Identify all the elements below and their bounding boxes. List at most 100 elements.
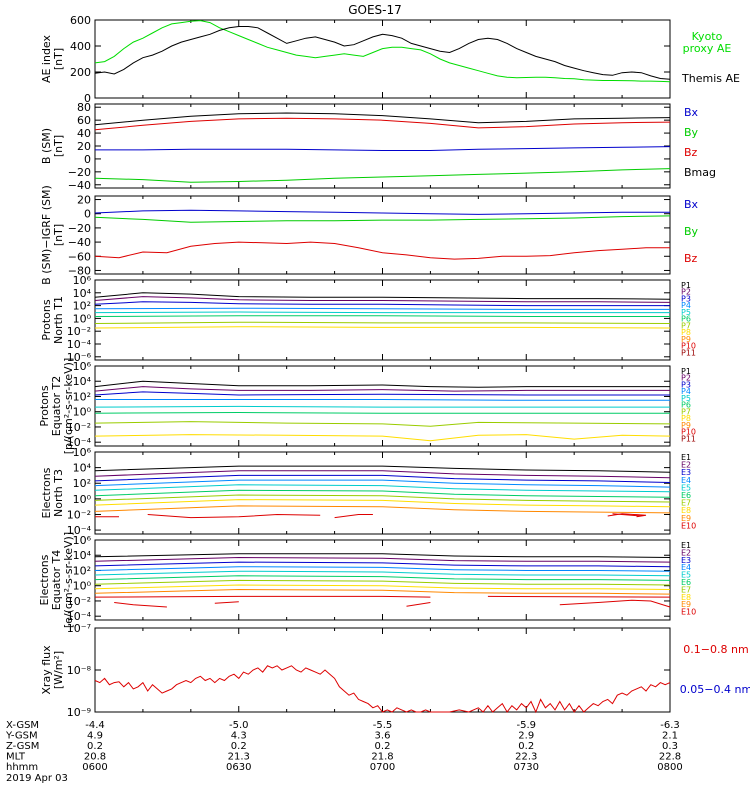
y-axis-label: Electrons <box>40 467 53 518</box>
y-tick-label: 600 <box>70 14 91 27</box>
series-e5 <box>94 484 671 493</box>
series-e10 <box>147 513 321 519</box>
legend-entry: P6 <box>681 315 691 324</box>
legend-entry: E6 <box>681 578 691 587</box>
legend-entry: P11 <box>681 434 696 443</box>
legend-entry: Themis AE <box>681 72 740 85</box>
legend-entry: P3 <box>681 294 691 303</box>
y-axis-label: Electrons <box>38 554 51 605</box>
y-tick-label: 10⁶ <box>73 446 92 459</box>
legend-entry: Bx <box>684 198 699 211</box>
orbit-value: 0730 <box>514 762 539 773</box>
y-tick-label: 40 <box>77 127 91 140</box>
legend-entry: Bmag <box>684 166 716 179</box>
orbit-table: X-GSM -4.4 -5.0 -5.5 -5.9 -6.3 Y-GSM 4.9 4.3 3.6 2… <box>5 720 683 784</box>
series-p7 <box>94 421 671 427</box>
y-tick-label: −20 <box>68 166 91 179</box>
series-p5 <box>94 405 670 408</box>
panel-frame <box>94 365 671 447</box>
y-tick-label: 10⁻² <box>67 325 91 338</box>
legend-entry: E4 <box>681 563 691 572</box>
legend-entry: P2 <box>681 374 691 383</box>
series-p1 <box>94 380 670 388</box>
legend-entry: P5 <box>681 308 691 317</box>
legend-entry: E7 <box>681 499 691 508</box>
y-tick-label: 0 <box>84 92 91 105</box>
series-e3 <box>94 561 671 568</box>
y-tick-label: 10⁴ <box>73 287 92 300</box>
panel-frame <box>94 19 671 99</box>
legend-entry: P4 <box>681 301 691 310</box>
y-tick-label: 10⁴ <box>73 549 92 562</box>
series-p2 <box>94 386 670 392</box>
y-tick-label: 10⁻⁸ <box>67 664 92 677</box>
series-e2 <box>94 556 671 563</box>
chart-title: GOES-17 <box>348 3 402 17</box>
legend-entry: Bz <box>684 146 698 159</box>
y-tick-label: 0 <box>84 153 91 166</box>
legend-entry: E3 <box>681 468 691 477</box>
y-tick-label: 10⁰ <box>73 580 92 593</box>
legend-entry: E5 <box>681 483 691 492</box>
y-tick-label: 10⁶ <box>73 360 92 373</box>
y-axis-label: Protons <box>38 385 51 426</box>
y-tick-label: 10⁰ <box>73 312 92 325</box>
series-by <box>94 168 671 183</box>
y-tick-label: 10⁻⁴ <box>67 436 92 449</box>
legend-entry: P1 <box>681 367 691 376</box>
y-tick-label: 10⁻⁴ <box>67 610 92 623</box>
orbit-value: 0700 <box>370 762 395 773</box>
y-axis-label: Xray flux <box>40 645 53 695</box>
legend-entry: E3 <box>681 556 691 565</box>
legend-entry: proxy AE <box>683 42 732 55</box>
legend-entry: 0.1−0.8 nm <box>683 643 748 656</box>
y-tick-label: 10⁴ <box>73 462 92 475</box>
series-e10 <box>612 513 642 517</box>
panel-frame <box>94 451 671 535</box>
orbit-value: 21.8 <box>371 752 393 763</box>
y-tick-label: −40 <box>68 236 91 249</box>
orbit-value: 4.9 <box>87 731 103 742</box>
series-e9 <box>94 505 671 514</box>
legend-entry: P9 <box>681 335 691 344</box>
series-p5 <box>94 311 670 314</box>
series-p2 <box>94 296 671 303</box>
y-tick-label: 20 <box>77 194 91 207</box>
orbit-value: 22.8 <box>659 752 681 763</box>
series-e7 <box>94 579 671 586</box>
y-tick-label: 10⁻⁴ <box>67 524 92 537</box>
y-tick-label: 10⁰ <box>73 406 92 419</box>
legend-entry: E7 <box>681 585 691 594</box>
series-p4 <box>95 399 670 401</box>
y-axis-label: B (SM)−IGRF (SM) <box>40 185 53 285</box>
legend-entry: E2 <box>681 548 691 557</box>
y-axis-label: North T1 <box>52 296 65 344</box>
y-tick-label: 20 <box>77 140 91 153</box>
legend-entry: P10 <box>681 428 696 437</box>
y-tick-label: 10⁶ <box>73 534 92 547</box>
y-axis-label: Equator T2 <box>50 376 63 436</box>
legend-entry: P11 <box>681 348 696 357</box>
orbit-value: 0800 <box>657 762 682 773</box>
series-e10 <box>487 595 671 598</box>
legend-entry: E1 <box>681 453 691 462</box>
orbit-value: 0600 <box>82 762 107 773</box>
legend-entry: P10 <box>681 342 696 351</box>
y-tick-label: 10⁻² <box>67 595 91 608</box>
orbit-value: -4.4 <box>85 720 105 731</box>
series-e6 <box>94 489 671 498</box>
legend-entry: E6 <box>681 491 691 500</box>
panel-frame <box>94 627 671 713</box>
orbit-value: 0.2 <box>518 741 534 752</box>
legend-entry: P2 <box>681 288 691 297</box>
series-bx <box>94 209 670 215</box>
series-e1 <box>94 465 671 473</box>
y-axis-label: B (SM) <box>40 128 53 164</box>
series-e1 <box>94 553 671 558</box>
